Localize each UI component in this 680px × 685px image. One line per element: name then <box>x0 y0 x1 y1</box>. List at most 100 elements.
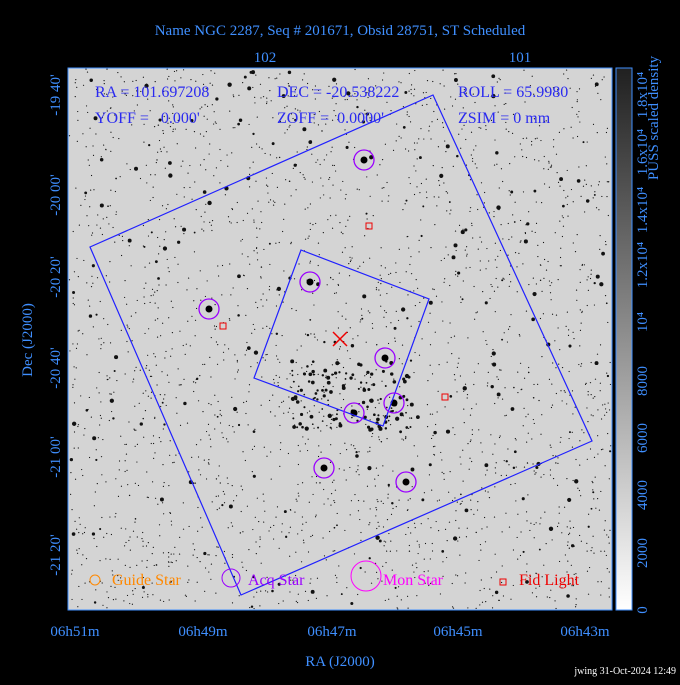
star <box>471 160 474 162</box>
star <box>327 399 329 402</box>
star <box>179 536 181 538</box>
star <box>136 564 138 566</box>
star <box>387 419 390 422</box>
star <box>423 558 425 560</box>
star <box>242 451 244 453</box>
star <box>245 349 248 351</box>
star <box>607 432 609 435</box>
star <box>451 255 456 260</box>
star <box>449 284 451 287</box>
legend-label: Fid Light <box>519 572 580 589</box>
star <box>579 534 581 537</box>
star <box>219 409 221 412</box>
star <box>207 200 212 206</box>
star <box>114 516 116 518</box>
star <box>519 362 522 364</box>
star <box>494 443 496 445</box>
star <box>143 141 145 143</box>
star <box>410 84 413 86</box>
star <box>95 449 97 451</box>
star <box>367 78 370 80</box>
star <box>484 474 487 476</box>
star <box>479 260 481 262</box>
star <box>548 162 550 164</box>
star <box>92 326 94 328</box>
star <box>108 223 110 225</box>
star <box>77 276 79 278</box>
star <box>548 378 551 381</box>
star <box>309 318 312 321</box>
star <box>497 255 499 257</box>
star <box>211 84 214 86</box>
star <box>268 201 270 203</box>
star <box>596 132 598 134</box>
star <box>177 281 179 284</box>
star <box>208 153 210 155</box>
star <box>271 142 275 146</box>
star <box>262 493 264 495</box>
star <box>147 542 149 544</box>
star <box>386 438 388 440</box>
star <box>490 434 492 436</box>
star <box>242 531 244 533</box>
star <box>405 533 407 536</box>
star <box>606 534 608 536</box>
star <box>326 284 328 286</box>
star <box>103 93 105 95</box>
star <box>204 104 206 106</box>
star <box>477 363 479 365</box>
star <box>206 105 209 107</box>
star <box>317 426 320 429</box>
star <box>406 595 409 597</box>
star <box>107 205 109 208</box>
star <box>441 471 443 473</box>
star <box>306 146 308 148</box>
star <box>378 402 380 404</box>
star <box>175 454 177 456</box>
star <box>561 235 564 238</box>
star <box>533 93 535 95</box>
star <box>312 224 314 226</box>
star <box>558 131 561 133</box>
star <box>227 216 230 218</box>
star <box>172 104 174 106</box>
star <box>253 445 256 447</box>
star <box>390 513 393 515</box>
info-text: ZOFF = 0.0000' <box>277 110 384 127</box>
star <box>82 474 84 477</box>
star <box>475 403 477 405</box>
star <box>260 276 262 278</box>
star <box>557 327 559 329</box>
star <box>83 259 85 262</box>
star <box>474 318 476 320</box>
star <box>263 521 265 523</box>
star <box>365 373 368 375</box>
star <box>248 391 250 393</box>
star <box>237 274 241 279</box>
star <box>78 329 80 331</box>
star <box>549 596 551 599</box>
star <box>359 566 362 570</box>
star <box>189 164 191 167</box>
star <box>152 546 154 548</box>
star <box>233 96 235 98</box>
star <box>457 271 461 275</box>
star <box>575 578 577 581</box>
star <box>594 476 596 478</box>
star <box>172 112 174 115</box>
star <box>487 382 489 384</box>
star <box>449 322 451 324</box>
star <box>106 110 108 112</box>
star <box>426 426 429 428</box>
star <box>454 98 457 100</box>
star <box>493 210 495 213</box>
star <box>79 523 81 525</box>
star <box>388 598 390 600</box>
star <box>350 259 352 261</box>
star <box>329 197 331 199</box>
star <box>241 489 244 491</box>
star <box>230 522 232 524</box>
star <box>346 350 349 352</box>
star <box>414 351 416 354</box>
star <box>223 359 225 361</box>
